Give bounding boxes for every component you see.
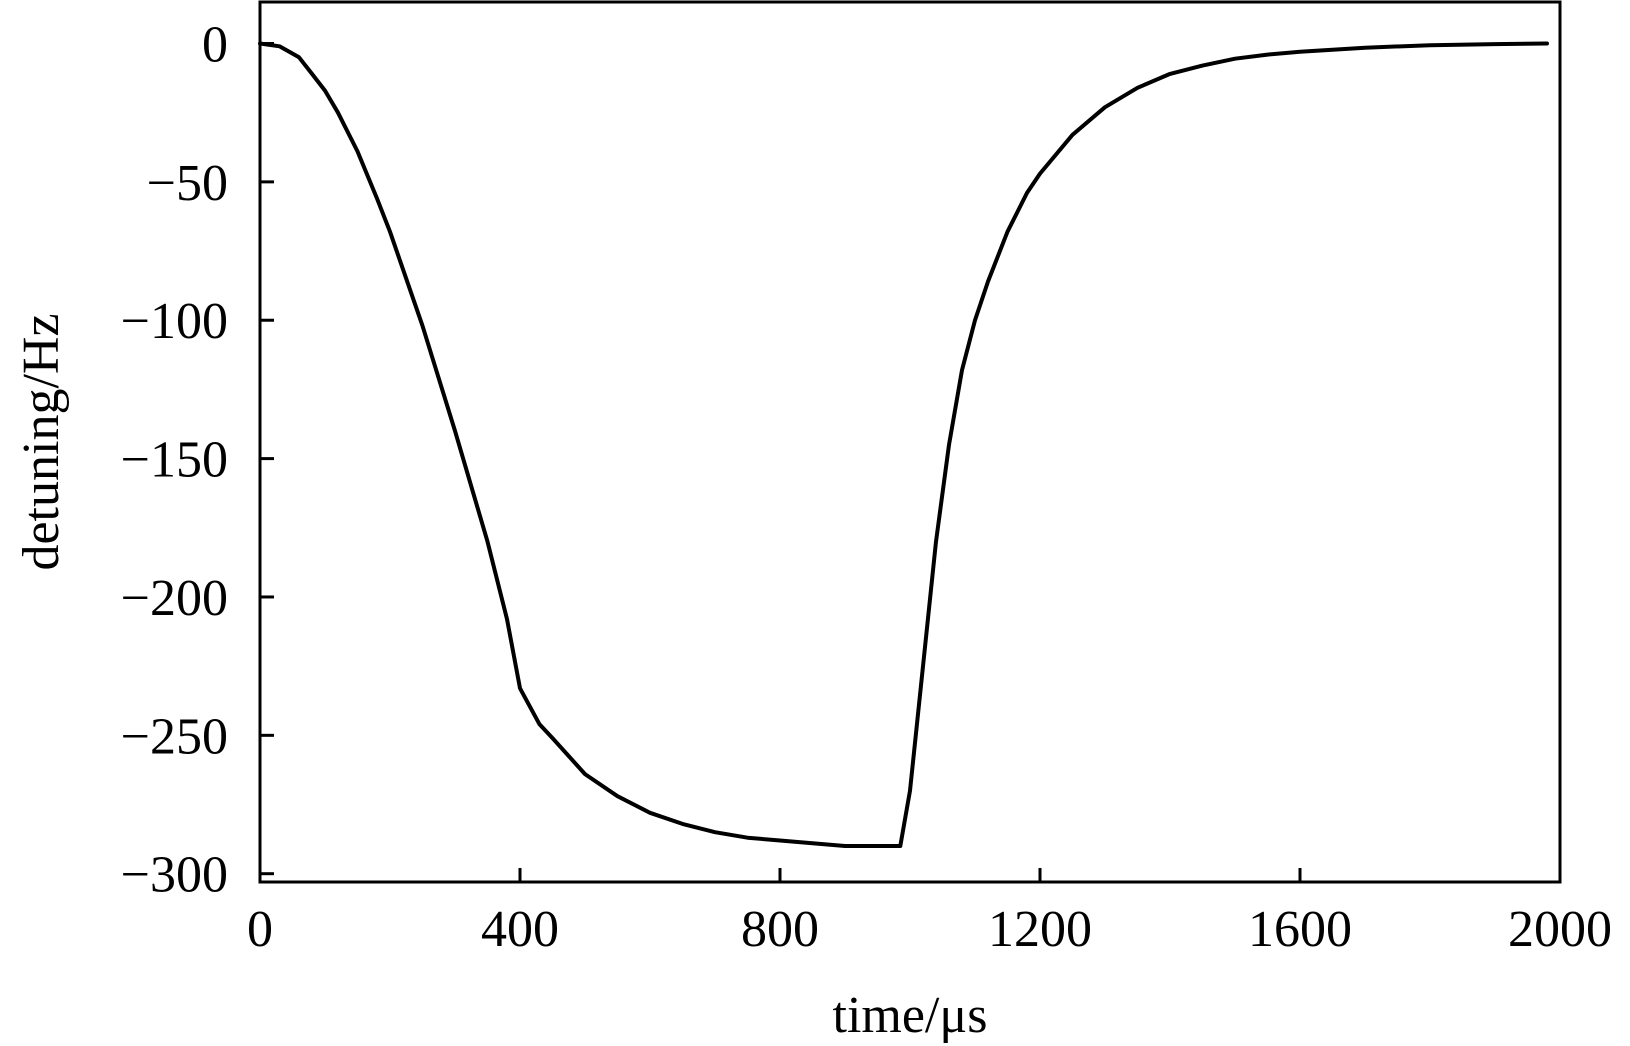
series-line-0	[258, 41, 1549, 848]
plot-frame	[258, 0, 1562, 884]
x-tick-label: 1600	[1248, 901, 1352, 958]
x-tick-label: 400	[481, 901, 559, 958]
y-tick-label: 0	[202, 17, 228, 74]
x-tick-label: 1200	[988, 901, 1092, 958]
y-tick-label: −150	[121, 432, 228, 489]
y-axis-label: detuning/Hz	[13, 313, 70, 570]
x-tick-label: 800	[741, 901, 819, 958]
x-tick-labels: 0 400 800 1200 1600 2000	[247, 901, 1612, 958]
y-tick-label: −250	[121, 708, 228, 765]
y-tick-label: −200	[121, 570, 228, 627]
x-tick-label: 2000	[1508, 901, 1612, 958]
y-tick-label: −300	[121, 847, 228, 904]
x-axis-label: time/μs	[833, 987, 988, 1044]
x-tick-label: 0	[247, 901, 273, 958]
y-tick-labels: 0 −50 −100 −150 −200 −250 −300	[121, 17, 228, 904]
y-tick-label: −50	[147, 155, 228, 212]
y-tick-label: −100	[121, 293, 228, 350]
axis-ticks	[258, 42, 1562, 882]
series-group	[258, 41, 1549, 848]
